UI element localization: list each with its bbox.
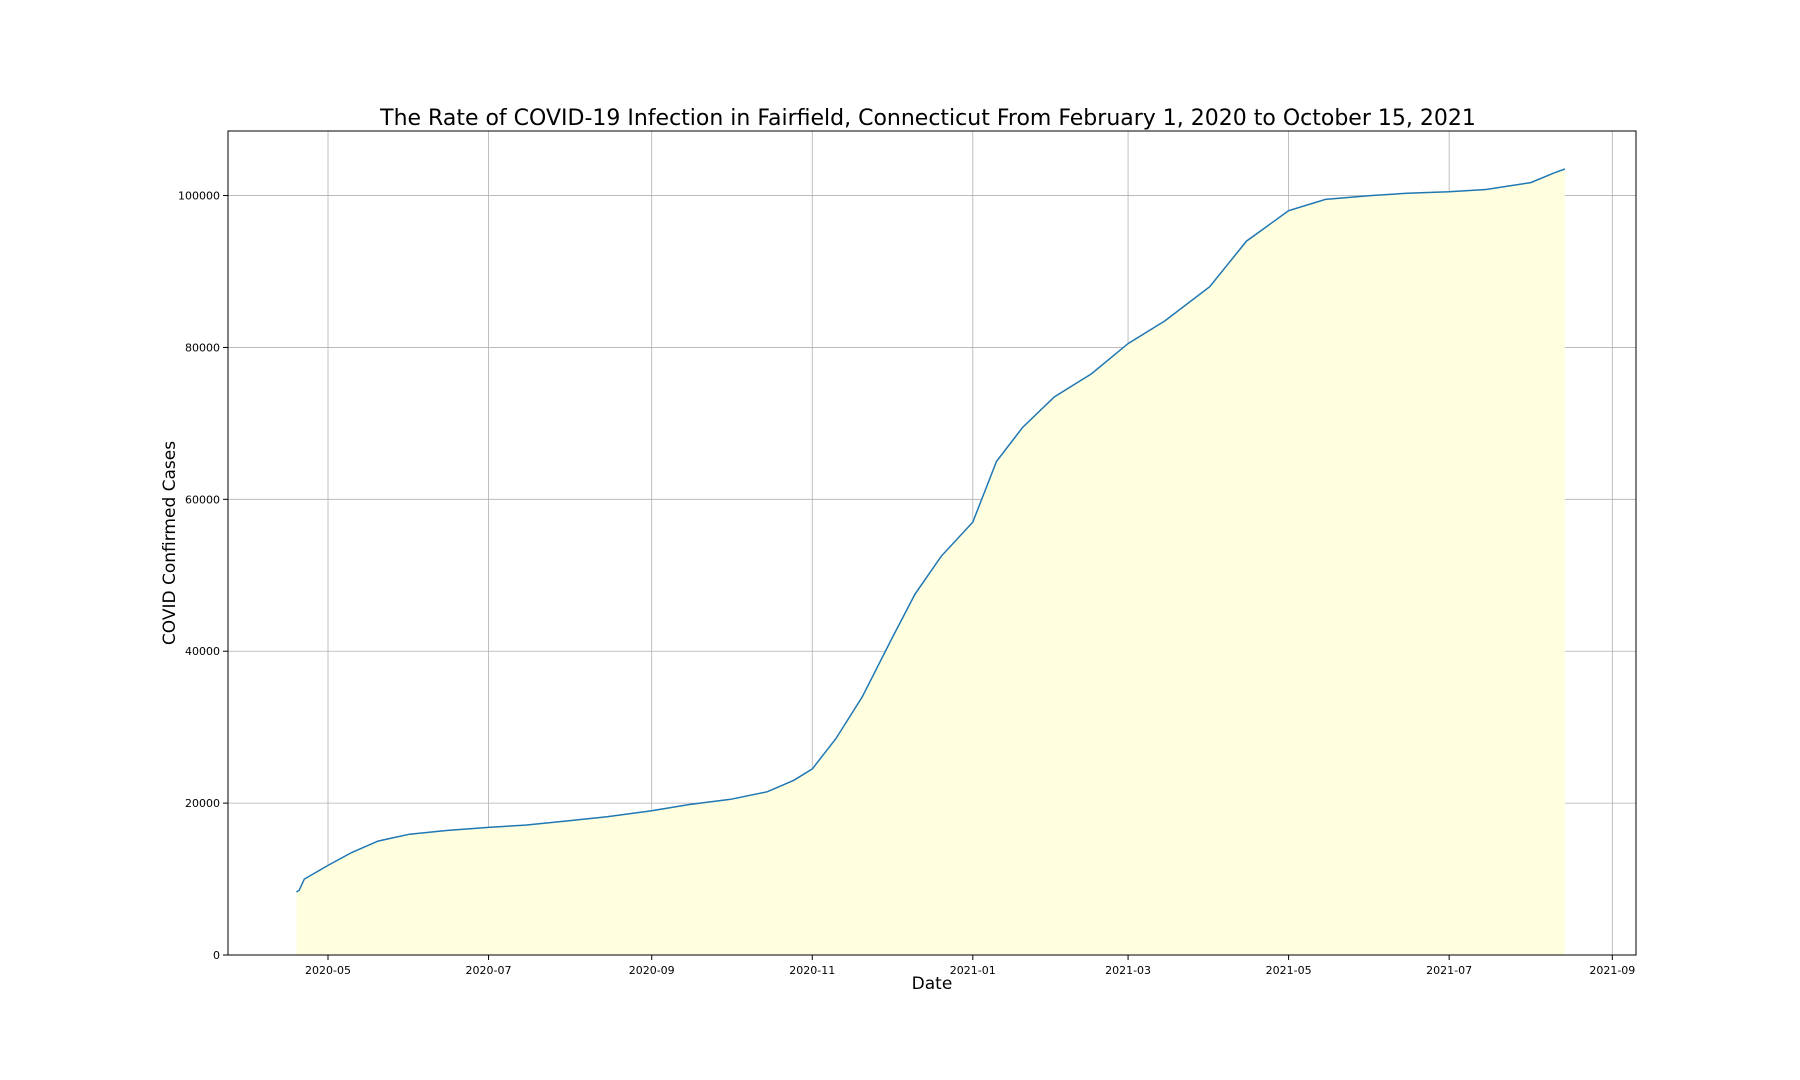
x-tick-label: 2020-07 — [466, 964, 512, 977]
y-tick-label: 80000 — [185, 341, 220, 354]
x-axis: 2020-05 2020-07 2020-09 2020-11 2021-01 2021-… — [305, 955, 1635, 977]
y-tick-label: 60000 — [185, 493, 220, 506]
y-axis: 0 20000 40000 60000 80000 100000 — [178, 190, 228, 962]
y-tick-label: 40000 — [185, 645, 220, 658]
series-line — [296, 168, 1566, 893]
area-fill — [296, 169, 1565, 955]
x-tick-label: 2021-01 — [950, 964, 996, 977]
y-tick-label: 20000 — [185, 797, 220, 810]
y-tick-label: 100000 — [178, 190, 220, 203]
x-tick-label: 2021-09 — [1589, 964, 1635, 977]
x-axis-label: Date — [912, 974, 953, 994]
x-tick-label: 2020-09 — [629, 964, 675, 977]
x-tick-label: 2020-11 — [789, 964, 835, 977]
y-axis-label: COVID Confirmed Cases — [160, 441, 180, 645]
x-tick-label: 2020-05 — [305, 964, 351, 977]
x-tick-label: 2021-05 — [1266, 964, 1312, 977]
x-tick-label: 2021-03 — [1105, 964, 1151, 977]
plot-frame — [227, 130, 1637, 956]
y-tick-label: 0 — [213, 949, 220, 962]
chart-title: The Rate of COVID-19 Infection in Fairfi… — [379, 106, 1476, 131]
x-tick-label: 2021-07 — [1426, 964, 1472, 977]
